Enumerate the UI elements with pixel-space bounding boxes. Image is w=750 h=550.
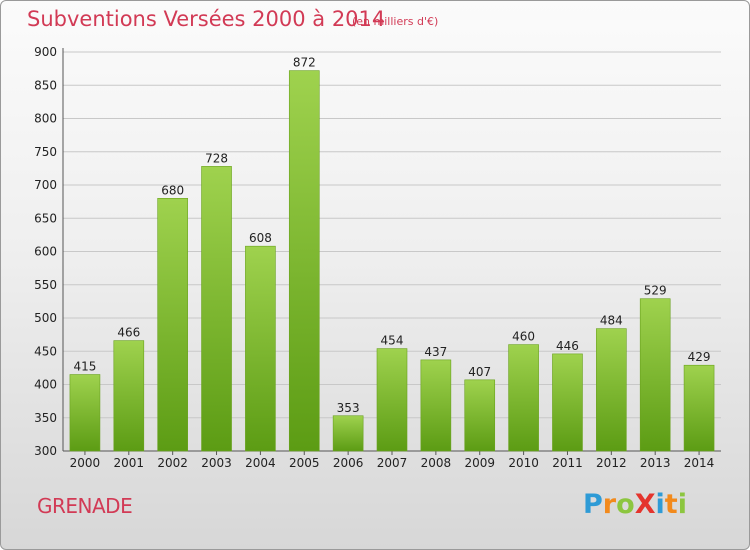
x-tick-label: 2010 [508, 456, 539, 470]
x-tick-label: 2013 [640, 456, 671, 470]
bar [157, 198, 188, 452]
y-tick-labels: 300 350 400 450 500 550 600 650 700 750 800 850 900 [34, 45, 57, 458]
x-tick-label: 2004 [245, 456, 276, 470]
logo-letter: r [602, 489, 617, 520]
x-tick-label: 2008 [421, 456, 452, 470]
data-label: 728 [205, 151, 228, 165]
y-tick-label: 450 [34, 344, 57, 358]
x-tick-label: 2014 [684, 456, 715, 470]
data-label: 680 [161, 183, 184, 197]
bar [201, 166, 232, 452]
commune-name: GRENADE [37, 494, 133, 518]
chart-title: Subventions Versées 2000 à 2014 [27, 7, 386, 31]
x-tick-label: 2000 [70, 456, 101, 470]
y-tick-label: 800 [34, 112, 57, 126]
data-label: 446 [556, 339, 579, 353]
bar [288, 70, 320, 452]
bar [683, 364, 715, 452]
data-label: 529 [644, 284, 667, 298]
data-label: 460 [512, 330, 535, 344]
bar [639, 298, 671, 452]
logo-letter: i [655, 489, 665, 520]
logo-letter: o [616, 489, 635, 520]
x-tick-label: 2012 [596, 456, 627, 470]
bar [508, 344, 539, 452]
logo-letter: i [677, 489, 687, 520]
y-tick-label: 750 [34, 145, 57, 159]
y-tick-label: 900 [34, 45, 57, 59]
x-tick-label: 2006 [333, 456, 364, 470]
x-tick-label: 2001 [114, 456, 145, 470]
y-tick-label: 500 [34, 311, 57, 325]
data-label: 407 [468, 365, 491, 379]
x-tick-label: 2005 [289, 456, 320, 470]
x-tick-label: 2011 [552, 456, 583, 470]
data-label: 608 [249, 231, 272, 245]
y-tick-label: 600 [34, 245, 57, 259]
y-tick-label: 550 [34, 278, 57, 292]
data-label: 437 [424, 345, 447, 359]
logo-letter: P [583, 489, 603, 520]
bar [420, 359, 452, 452]
y-tick-label: 700 [34, 178, 57, 192]
x-tick-label: 2002 [157, 456, 188, 470]
x-tick-labels: 2000 2001 2002 2003 2004 2005 2006 2007 2008 2009… [70, 456, 715, 470]
chart-subtitle: (en milliers d'€) [352, 15, 439, 28]
bar [552, 353, 583, 452]
data-label: 429 [688, 350, 711, 364]
bar [464, 379, 496, 452]
bar [376, 348, 408, 452]
bar [596, 328, 627, 452]
y-tick-label: 300 [34, 444, 57, 458]
x-tick-label: 2007 [377, 456, 408, 470]
x-tick-label: 2003 [201, 456, 232, 470]
y-tick-label: 350 [34, 411, 57, 425]
value-labels: 415 466 680 728 608 872 353 454 437 407 460 446 484 5… [73, 56, 710, 415]
data-label: 415 [73, 360, 96, 374]
data-label: 484 [600, 314, 623, 328]
data-label: 466 [117, 326, 140, 340]
y-tick-label: 650 [34, 211, 57, 225]
bar [332, 415, 364, 452]
logo-letter: t [664, 489, 678, 520]
y-tick-label: 850 [34, 78, 57, 92]
logo-letter: X [634, 489, 656, 520]
y-tick-label: 400 [34, 378, 57, 392]
data-label: 872 [293, 56, 316, 70]
data-label: 454 [381, 334, 404, 348]
x-tick-label: 2009 [464, 456, 495, 470]
bar [69, 374, 101, 452]
bars [69, 70, 715, 452]
data-label: 353 [337, 401, 360, 415]
bar [245, 245, 276, 452]
proxiti-logo[interactable]: ProXiti [583, 489, 687, 520]
bar [113, 340, 145, 452]
